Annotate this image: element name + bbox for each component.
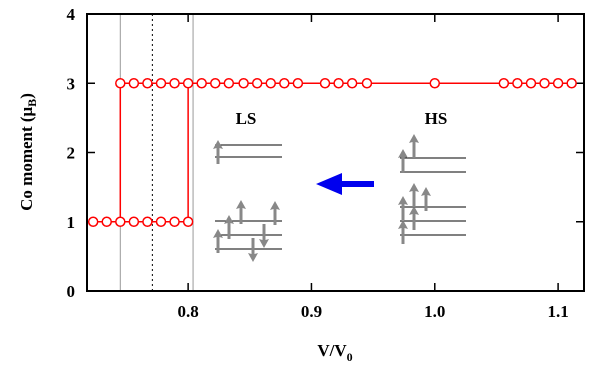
data-point	[498, 78, 510, 89]
data-point	[155, 78, 167, 89]
y-axis-label-main: Co moment (μ	[17, 106, 36, 210]
annotation: LS	[236, 109, 257, 128]
data-point	[142, 78, 153, 89]
y-tick-label: 2	[67, 144, 76, 163]
x-axis-label-sub: 0	[347, 350, 353, 364]
data-point	[223, 78, 235, 89]
y-axis-label-end: )	[17, 93, 36, 99]
data-point	[429, 78, 441, 89]
data-point	[182, 78, 194, 89]
data-point	[128, 78, 140, 89]
x-axis-label-main: V/V	[317, 341, 347, 360]
data-point	[265, 78, 277, 89]
data-point	[155, 216, 167, 227]
y-tick-label: 0	[67, 282, 76, 301]
plot-area: 0.8 0.9 1.0 1.1 0 1 2 3 4	[67, 5, 585, 321]
data-point	[539, 78, 550, 89]
data-point	[292, 78, 304, 89]
y-tick-label: 1	[67, 213, 76, 232]
data-point	[333, 78, 344, 89]
data-point	[346, 78, 358, 89]
data-point	[512, 78, 523, 89]
y-axis-label-sub: B	[25, 99, 39, 107]
data-point	[115, 216, 126, 227]
y-tick-label: 4	[67, 5, 76, 24]
data-point	[142, 216, 153, 227]
data-point	[169, 216, 180, 227]
x-tick-label: 0.8	[178, 302, 199, 321]
y-axis-label: Co moment (μB)	[17, 93, 39, 211]
hs-diagram	[398, 134, 466, 244]
data-point	[319, 78, 331, 89]
data-point	[169, 78, 180, 89]
x-tick-label: 1.1	[547, 302, 568, 321]
data-point	[182, 216, 194, 227]
data-point	[552, 78, 564, 89]
data-point	[525, 78, 537, 89]
y-tick-label: 3	[67, 74, 76, 93]
data-point	[279, 78, 290, 89]
data-point	[101, 216, 112, 227]
x-axis-label: V/V0	[317, 341, 352, 364]
data-point	[210, 78, 221, 89]
direction-arrow	[316, 173, 374, 195]
plot-frame	[86, 13, 585, 292]
data-point	[87, 216, 99, 227]
annotation: HS	[425, 109, 448, 128]
x-tick-label: 1.0	[424, 302, 445, 321]
data-point	[361, 78, 373, 89]
data-point	[196, 78, 207, 89]
x-tick-label: 0.9	[301, 302, 322, 321]
data-point	[128, 216, 140, 227]
data-point	[566, 78, 577, 89]
data-point	[251, 78, 263, 89]
ls-diagram	[213, 140, 282, 262]
data-point	[238, 78, 249, 89]
data-point	[115, 78, 126, 89]
